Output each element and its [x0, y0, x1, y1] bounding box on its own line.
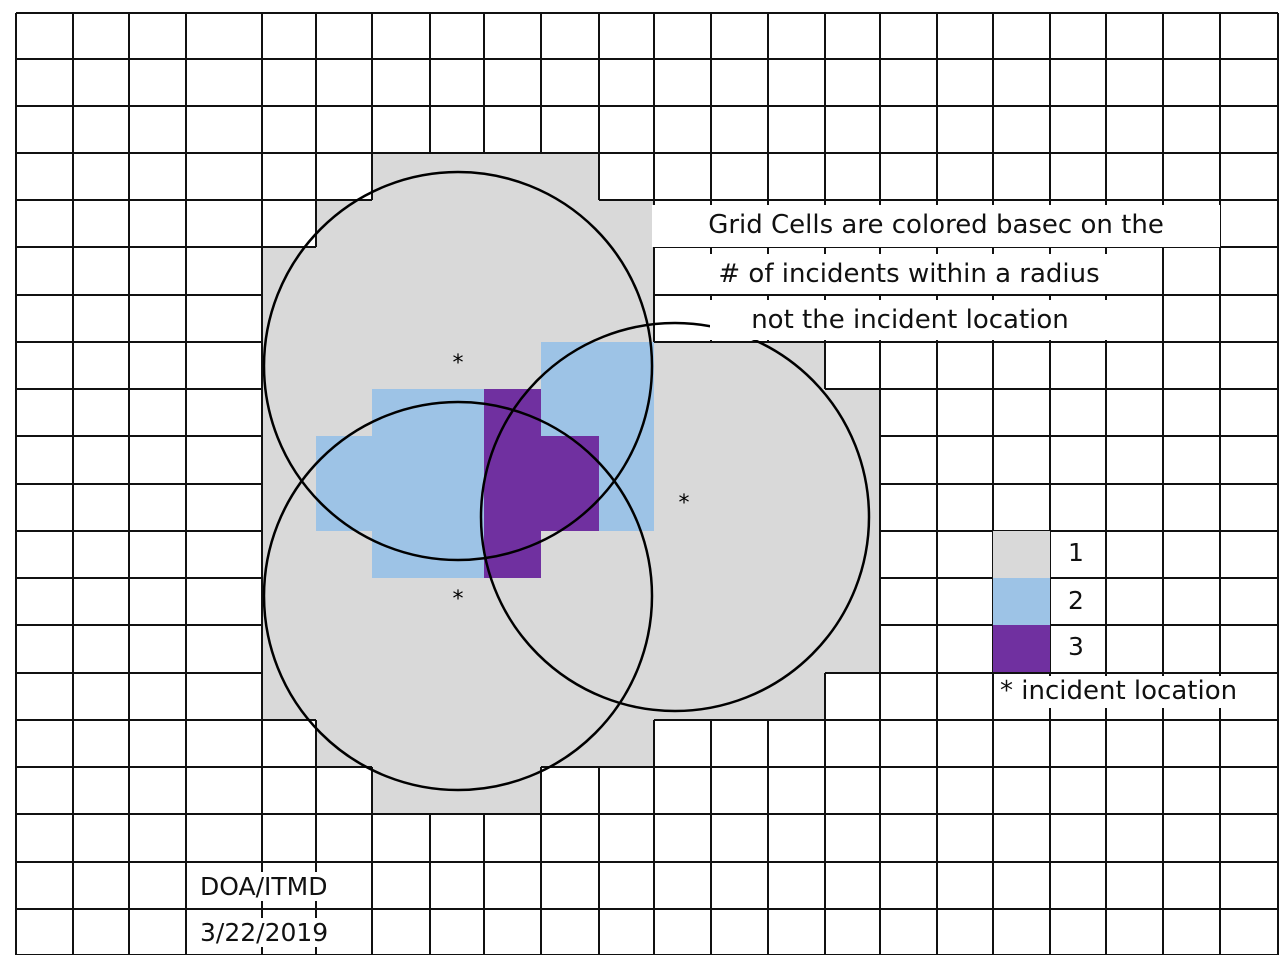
incident-marker-3: * — [679, 491, 690, 516]
legend-label-2: 2 — [1068, 586, 1084, 615]
cell-level-1 — [316, 720, 654, 767]
cell-level-3 — [484, 484, 599, 531]
legend-label-1: 1 — [1068, 538, 1084, 567]
cell-level-3 — [484, 436, 599, 484]
legend-swatch-1 — [993, 531, 1050, 578]
colored-cells — [262, 153, 880, 814]
annotation-line-1: Grid Cells are colored basec on the — [652, 205, 1220, 247]
credit-date: 3/22/2019 — [196, 918, 333, 947]
legend-label-3: 3 — [1068, 632, 1084, 661]
cell-level-1 — [262, 578, 880, 625]
cell-level-1 — [372, 153, 599, 200]
grid-lines — [15, 12, 1279, 955]
legend-swatch-3 — [993, 625, 1050, 672]
incident-marker-2: * — [453, 587, 464, 612]
legend-swatches — [993, 531, 1050, 672]
cell-level-3 — [484, 531, 541, 578]
incident-marker-1: * — [453, 351, 464, 376]
cell-level-1 — [262, 295, 654, 342]
cell-level-1 — [262, 531, 880, 578]
cell-level-2 — [541, 342, 654, 389]
incident-radius-circles — [262, 170, 871, 792]
credit-org: DOA/ITMD — [196, 872, 332, 901]
cell-level-1 — [262, 625, 880, 673]
radius-circle-3 — [479, 321, 871, 713]
legend-note: * incident location — [996, 676, 1242, 708]
annotation-line-2: # of incidents within a radius — [658, 254, 1160, 294]
radius-circle-1 — [262, 170, 654, 562]
cell-level-1 — [316, 200, 654, 247]
annotation-line-3: not the incident location — [710, 300, 1110, 340]
cell-level-1 — [262, 673, 825, 720]
cell-level-1 — [262, 247, 654, 295]
incident-markers: * * * — [453, 351, 690, 612]
legend-swatch-2 — [993, 578, 1050, 625]
radius-circle-2 — [262, 400, 654, 792]
